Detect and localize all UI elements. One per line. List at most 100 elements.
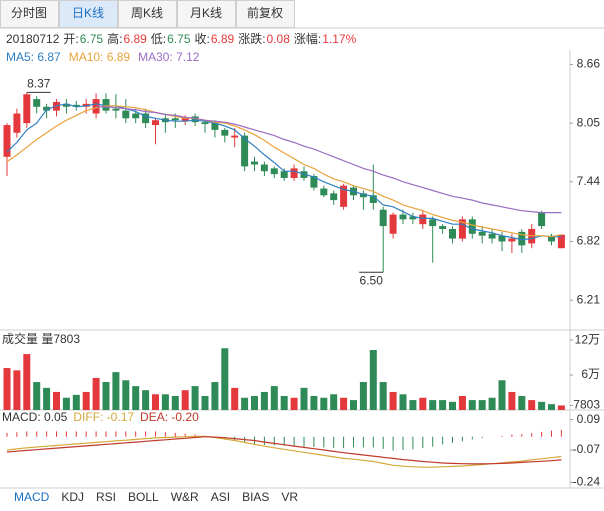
volume-bar [350, 400, 357, 410]
volume-bar [419, 397, 427, 410]
volume-bar [538, 401, 546, 410]
candle-body [171, 118, 179, 121]
volume-bar [102, 382, 110, 410]
candle-body [13, 113, 21, 133]
y-tick-label: 0.09 [577, 412, 601, 426]
volume-bar [280, 396, 288, 410]
candle-body [468, 219, 476, 234]
candle-body [181, 118, 189, 122]
volume-bar [3, 368, 11, 410]
info-date: 20180712 [6, 32, 60, 46]
volume-bar [33, 382, 41, 410]
y-tick-label: 6.21 [577, 292, 601, 306]
tab-label[interactable]: 月K线 [190, 6, 222, 20]
indicator-tab[interactable]: BIAS [242, 490, 269, 504]
indicator-tab[interactable]: ASI [211, 490, 230, 504]
volume-bar [409, 400, 417, 410]
candle-body [429, 219, 437, 227]
info-value: 6.89 [123, 32, 147, 46]
tab[interactable] [0, 0, 59, 28]
volume-bar [449, 401, 456, 410]
panel-title: 成交量 量7803 [2, 331, 80, 346]
candle-body [478, 231, 486, 236]
candle-body [102, 99, 110, 111]
volume-bar [557, 405, 565, 410]
candle-body [508, 238, 516, 242]
volume-bar [260, 391, 268, 410]
candle-body [191, 116, 199, 123]
volume-bar [13, 370, 21, 410]
candle-body [260, 164, 268, 172]
candle-body [142, 113, 150, 124]
candle-body [241, 135, 249, 167]
volume-bar [369, 349, 377, 410]
candle-body [538, 212, 546, 227]
volume-bar [142, 390, 150, 410]
tab[interactable] [177, 0, 236, 28]
volume-bar [122, 380, 130, 410]
volume-bar [359, 382, 367, 410]
indicator-tab[interactable]: BOLL [128, 490, 159, 504]
y-tick-label: -0.07 [573, 442, 601, 456]
volume-bar [300, 387, 308, 410]
legend-entry: MA30: 7.12 [138, 50, 200, 64]
volume-bar [340, 397, 348, 410]
candle-body [23, 94, 31, 124]
y-tick-label: 7.44 [577, 174, 601, 188]
y-tick-label: 6.82 [577, 234, 601, 248]
tab-label[interactable]: 日K线 [72, 6, 104, 20]
volume-bar [458, 396, 466, 410]
volume-bar [389, 391, 397, 410]
volume-bar [82, 391, 90, 410]
candle-body [369, 195, 377, 203]
candle-body [488, 233, 496, 239]
volume-bar [518, 396, 526, 410]
volume-bar [23, 354, 31, 410]
tab-label[interactable]: 分时图 [11, 6, 47, 20]
macd-line [6, 435, 562, 468]
volume-bar [112, 372, 120, 410]
candle-body [201, 122, 209, 125]
info-value: 1.17% [322, 32, 356, 46]
volume-bar [290, 397, 298, 410]
volume-bar [132, 386, 140, 410]
y-tick-label: 8.05 [577, 115, 601, 129]
tab-label[interactable]: 前复权 [247, 5, 283, 20]
volume-bar [439, 400, 447, 410]
volume-bar [548, 404, 555, 410]
candle-body [548, 235, 555, 242]
indicator-tab[interactable]: MACD [14, 490, 50, 504]
candle-body [449, 228, 456, 239]
candle-body [419, 214, 427, 225]
indicator-tab[interactable]: W&R [171, 490, 199, 504]
info-value: 6.75 [167, 32, 191, 46]
indicator-tab[interactable]: VR [281, 490, 298, 504]
info-label: 涨跌: [238, 31, 265, 46]
candle-body [498, 235, 506, 242]
candle-body [3, 125, 11, 157]
indicator-tab[interactable]: KDJ [61, 490, 84, 504]
volume-bar [508, 391, 516, 410]
tab-label[interactable]: 周K线 [131, 6, 163, 20]
volume-bar [221, 348, 229, 410]
candle-body [122, 110, 130, 119]
tab[interactable] [59, 0, 118, 28]
candle-body [132, 113, 140, 119]
volume-bar [191, 386, 199, 410]
candle-body [152, 120, 159, 126]
y-tick-label: 12万 [575, 332, 600, 346]
volume-bar [62, 397, 70, 410]
candle-body [280, 171, 288, 178]
volume-bar [488, 397, 496, 410]
volume-bar [211, 382, 219, 410]
volume-bar [399, 394, 407, 410]
volume-bar [43, 387, 51, 410]
candle-body [211, 123, 219, 130]
macd-line [6, 436, 562, 465]
volume-bar [72, 394, 80, 410]
indicator-tab[interactable]: RSI [96, 490, 116, 504]
candle-body [439, 226, 447, 229]
volume-bar [528, 400, 536, 410]
volume-bar [161, 394, 169, 410]
